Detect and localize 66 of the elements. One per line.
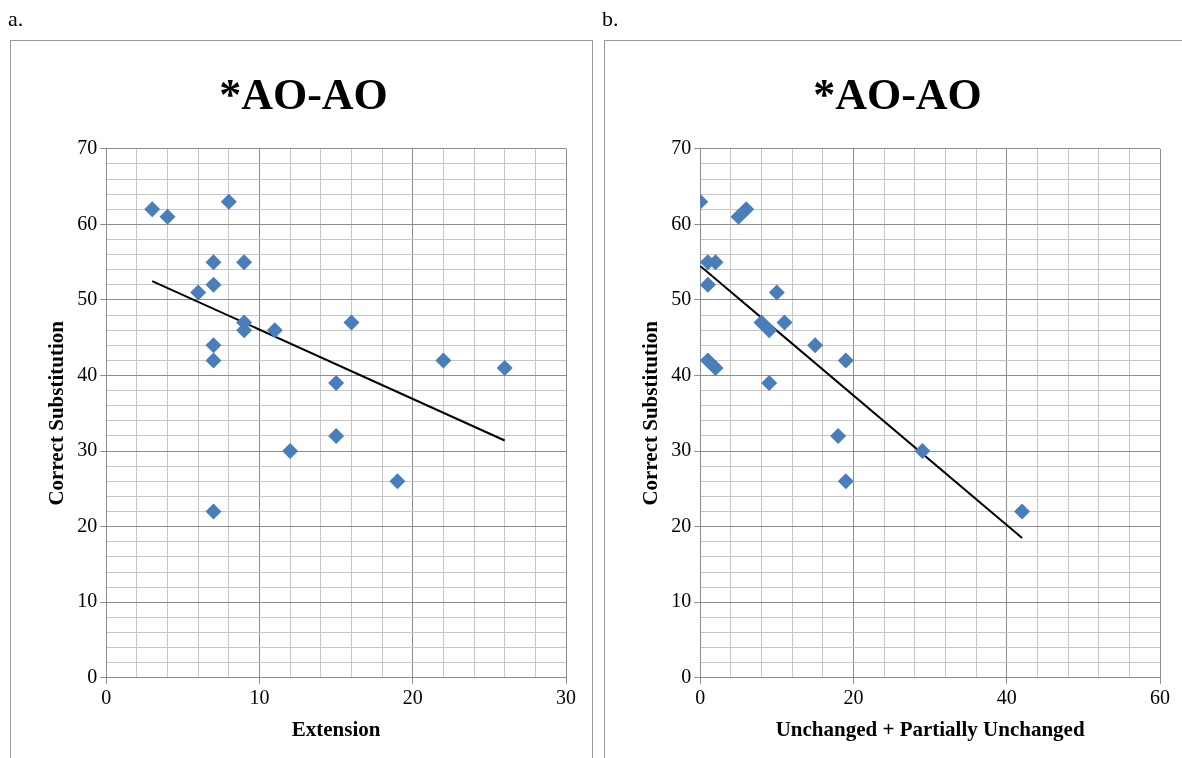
point bbox=[1014, 503, 1031, 520]
x-tick-label: 20 bbox=[402, 686, 423, 709]
y-tick-label: 40 bbox=[77, 362, 98, 385]
point bbox=[753, 314, 770, 331]
x-tick-label: 30 bbox=[556, 686, 576, 709]
y-tick-label: 70 bbox=[77, 136, 98, 159]
y-tick-label: 10 bbox=[671, 589, 692, 612]
point bbox=[144, 201, 161, 218]
point bbox=[205, 337, 222, 354]
y-tick-label: 40 bbox=[671, 362, 692, 385]
y-axis-title: Correct Substitution bbox=[44, 320, 69, 506]
point bbox=[282, 443, 299, 460]
y-axis-title: Correct Substitution bbox=[638, 320, 663, 506]
point bbox=[837, 352, 854, 369]
point bbox=[220, 193, 237, 210]
chart-title: *AO-AO bbox=[219, 69, 388, 119]
point bbox=[830, 427, 847, 444]
x-tick-label: 10 bbox=[249, 686, 270, 709]
y-tick-label: 0 bbox=[87, 665, 98, 688]
x-tick-label: 0 bbox=[695, 686, 706, 709]
point bbox=[738, 201, 755, 218]
y-tick-label: 60 bbox=[77, 211, 98, 234]
y-tick-label: 50 bbox=[77, 287, 98, 310]
y-tick-label: 30 bbox=[77, 438, 98, 461]
point bbox=[776, 314, 793, 331]
point bbox=[266, 322, 283, 339]
point bbox=[707, 359, 724, 376]
point bbox=[837, 473, 854, 490]
y-tick-label: 70 bbox=[671, 136, 692, 159]
point bbox=[205, 276, 222, 293]
point bbox=[190, 284, 207, 301]
point bbox=[700, 352, 716, 369]
point bbox=[328, 427, 345, 444]
point bbox=[328, 375, 345, 392]
x-axis-title: Extension bbox=[291, 716, 381, 741]
x-tick-label: 0 bbox=[101, 686, 112, 709]
point bbox=[496, 359, 513, 376]
point bbox=[389, 473, 406, 490]
point bbox=[205, 352, 222, 369]
text: b. bbox=[602, 6, 619, 32]
y-tick-label: 10 bbox=[77, 589, 98, 612]
point bbox=[159, 208, 176, 225]
x-tick-label: 60 bbox=[1150, 686, 1170, 709]
x-axis-title: Unchanged + Partially Unchanged bbox=[775, 716, 1085, 741]
point bbox=[914, 443, 931, 460]
point bbox=[343, 314, 360, 331]
point bbox=[761, 375, 778, 392]
point bbox=[730, 208, 747, 225]
point bbox=[700, 276, 716, 293]
y-tick-label: 50 bbox=[671, 287, 692, 310]
point bbox=[761, 322, 778, 339]
x-tick-label: 20 bbox=[843, 686, 864, 709]
text: a. bbox=[8, 6, 24, 32]
point bbox=[807, 337, 824, 354]
y-tick-label: 20 bbox=[671, 513, 692, 536]
y-tick-label: 30 bbox=[671, 438, 692, 461]
point bbox=[768, 284, 785, 301]
point bbox=[435, 352, 452, 369]
point bbox=[205, 254, 222, 271]
y-tick-label: 60 bbox=[671, 211, 692, 234]
point bbox=[205, 503, 222, 520]
y-tick-label: 20 bbox=[77, 513, 98, 536]
x-tick-label: 40 bbox=[996, 686, 1017, 709]
point bbox=[236, 254, 253, 271]
y-tick-label: 0 bbox=[681, 665, 692, 688]
chart-title: *AO-AO bbox=[813, 69, 982, 119]
